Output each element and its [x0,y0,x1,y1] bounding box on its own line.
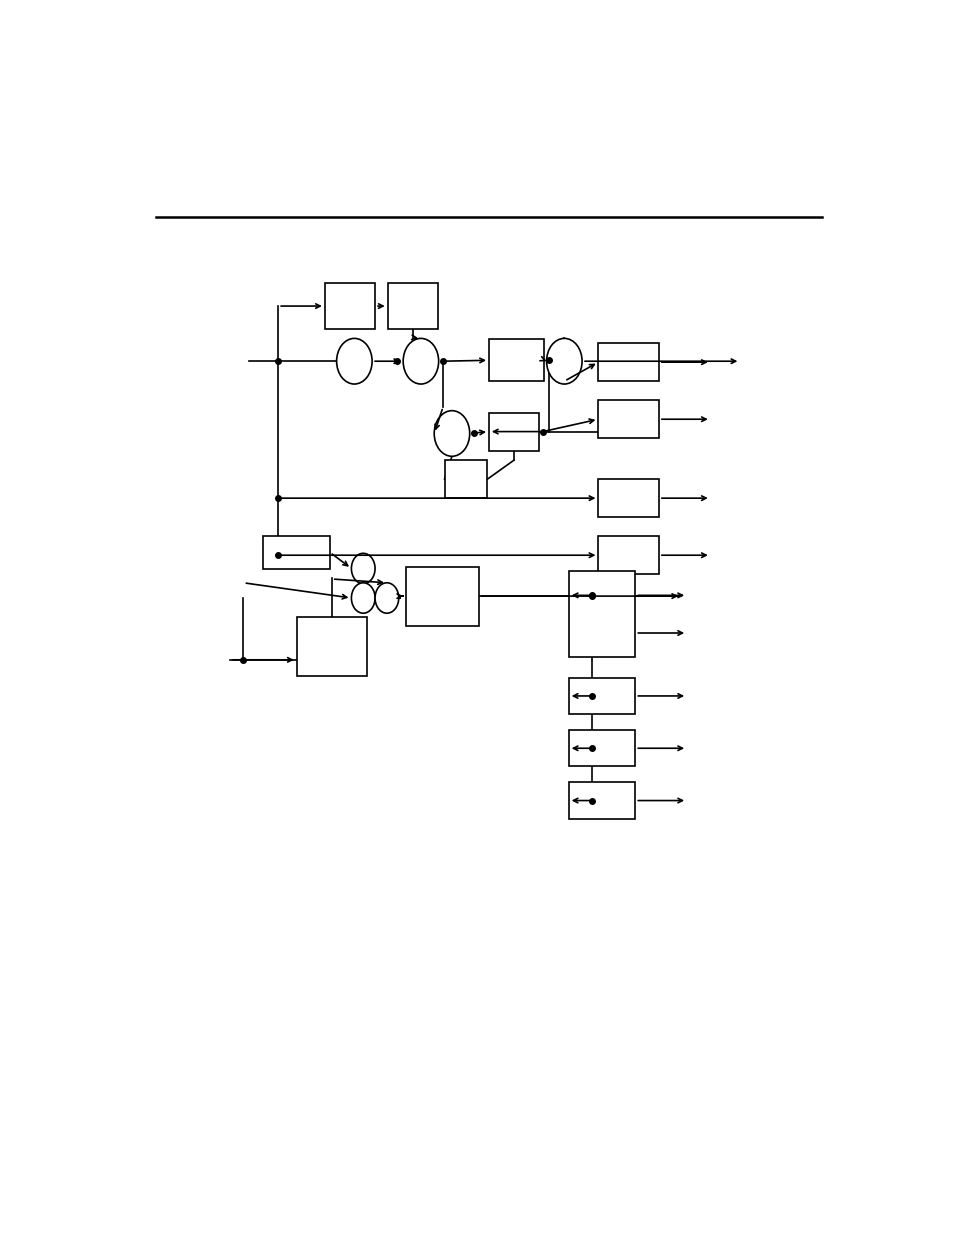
Bar [324,283,375,329]
Bar [263,536,330,568]
Bar [488,412,538,451]
Bar [296,618,367,676]
Bar [406,567,478,626]
Bar [568,572,635,657]
Circle shape [351,553,375,584]
Circle shape [434,411,469,456]
Circle shape [336,338,372,384]
Circle shape [375,583,398,614]
Bar [598,400,659,438]
Bar [387,283,437,329]
Bar [568,730,635,766]
Bar [568,783,635,819]
Bar [598,343,659,382]
Bar [568,678,635,714]
Bar [444,461,487,498]
Bar [488,340,544,382]
Circle shape [351,583,375,614]
Bar [598,479,659,517]
Bar [598,536,659,574]
Circle shape [403,338,438,384]
Circle shape [546,338,581,384]
